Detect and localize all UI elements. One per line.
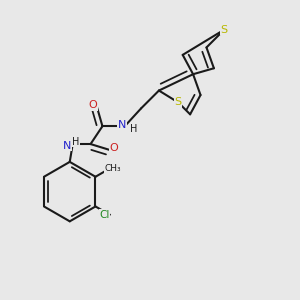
Text: Cl: Cl [99, 210, 110, 220]
Text: S: S [221, 25, 228, 34]
Text: O: O [88, 100, 97, 110]
Text: O: O [109, 142, 118, 153]
Text: S: S [175, 98, 182, 107]
Text: H: H [130, 124, 137, 134]
Text: CH₃: CH₃ [104, 164, 121, 173]
Text: H: H [72, 137, 80, 147]
Text: N: N [63, 140, 71, 151]
Text: N: N [118, 120, 126, 130]
